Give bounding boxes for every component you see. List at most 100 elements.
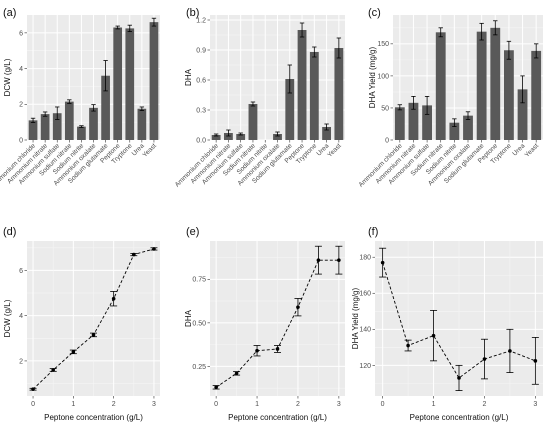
bar: [322, 127, 332, 140]
bar: [101, 75, 110, 140]
bar: [236, 134, 246, 140]
bar: [490, 27, 501, 141]
data-point: [533, 359, 538, 363]
data-point: [91, 333, 96, 337]
bar: [89, 107, 98, 140]
bar: [40, 114, 50, 140]
y-tick-label: 150: [377, 41, 389, 48]
bar: [77, 126, 86, 140]
panel-d-dcw-vs-peptone: (d) 2 4 6 DCW (g/L) 0 1 2 3 Peptone concentration…: [3, 226, 160, 422]
panel-f-dha-yield-vs-peptone: (f) 120 140 160 180 DHA Yield (mg/g) 0 1 2 3 Pepto…: [351, 226, 543, 422]
bar: [223, 133, 233, 140]
panel-letter: (e): [186, 226, 199, 238]
y-axis-title: DCW (g/L): [3, 299, 12, 337]
x-category-label: Yeast: [141, 142, 158, 159]
y-axis-title: DHA: [184, 309, 193, 327]
data-point: [457, 376, 461, 380]
bar: [113, 27, 123, 140]
y-tick-label: 160: [359, 291, 371, 298]
bar: [52, 113, 62, 140]
y-tick-label: 0.0: [196, 137, 206, 144]
data-point: [482, 357, 487, 361]
y-tick-label: 50: [381, 105, 389, 112]
y-tick-label: 0.75: [192, 277, 206, 284]
x-tick-label: 0: [381, 401, 385, 408]
y-tick-label: 2: [19, 102, 23, 109]
y-tick-label: 100: [377, 73, 389, 80]
bar: [394, 107, 405, 140]
data-point: [51, 368, 55, 372]
y-axis-title: DHA Yield (mg/g): [351, 287, 360, 349]
y-axis-title: DHA Yield (mg/g): [368, 46, 377, 108]
y-axis-title: DHA: [184, 68, 193, 86]
y-tick-label: 6: [19, 30, 23, 37]
data-point: [406, 343, 410, 348]
y-axis-title: DCW (g/L): [3, 58, 12, 96]
x-category-label: Yeast: [524, 142, 541, 159]
x-tick-label: 1: [432, 401, 436, 408]
y-tick-label: 120: [359, 363, 371, 370]
panel-letter: (d): [3, 226, 16, 238]
y-tick-label: 0.9: [196, 47, 206, 54]
y-tick-label: 1.2: [196, 17, 206, 24]
bar: [64, 101, 74, 140]
bar: [422, 105, 432, 140]
y-tick-label: 0.6: [196, 77, 206, 84]
x-tick-label: 2: [112, 401, 116, 408]
bar: [28, 120, 38, 140]
panel-letter: (a): [3, 7, 16, 19]
x-tick-label: 3: [533, 401, 537, 408]
y-tick-label: 0: [385, 137, 389, 144]
y-tick-label: 0.50: [192, 320, 206, 327]
y-tick-label: 0.25: [192, 364, 206, 371]
x-tick-label: 2: [296, 401, 300, 408]
data-point: [316, 258, 321, 262]
bar: [435, 32, 446, 140]
bar: [137, 108, 147, 140]
bar: [408, 102, 419, 140]
data-point: [431, 333, 436, 338]
bar: [531, 50, 542, 141]
bar: [297, 30, 307, 140]
y-tick-label: 180: [359, 255, 371, 262]
data-point: [380, 260, 385, 265]
data-point: [152, 247, 156, 251]
bar: [285, 79, 295, 140]
bar: [449, 122, 460, 140]
bar: [476, 31, 487, 141]
panel-e-dha-vs-peptone: (e) 0.25 0.50 0.75 DHA 0 1 2 3 Peptone concentrat…: [184, 226, 345, 422]
bar: [504, 50, 514, 140]
bar: [463, 115, 473, 140]
bar: [125, 28, 135, 141]
data-point: [71, 350, 76, 354]
x-axis-title: Peptone concentration (g/L): [44, 413, 143, 422]
x-category-label: Yeast: [326, 142, 343, 159]
bar: [248, 104, 258, 140]
data-point: [296, 305, 300, 309]
data-point: [234, 371, 239, 376]
x-axis-title: Peptone concentration (g/L): [410, 413, 509, 422]
x-tick-label: 1: [71, 401, 75, 408]
panel-letter: (f): [368, 226, 378, 238]
y-tick-label: 4: [19, 313, 23, 320]
x-tick-label: 1: [255, 401, 259, 408]
data-point: [214, 385, 218, 390]
panel-letter: (c): [368, 7, 381, 19]
data-point: [111, 296, 116, 301]
y-tick-label: 4: [19, 66, 23, 73]
bar: [517, 89, 528, 140]
y-tick-label: 2: [19, 358, 23, 365]
panel-letter: (b): [186, 7, 199, 19]
bar: [211, 135, 221, 140]
y-tick-label: 6: [19, 268, 23, 275]
data-point: [255, 348, 259, 353]
y-tick-label: 0.3: [196, 107, 206, 114]
data-point: [337, 258, 341, 262]
x-tick-label: 0: [31, 401, 35, 408]
bar: [149, 22, 159, 141]
data-point: [31, 387, 35, 392]
